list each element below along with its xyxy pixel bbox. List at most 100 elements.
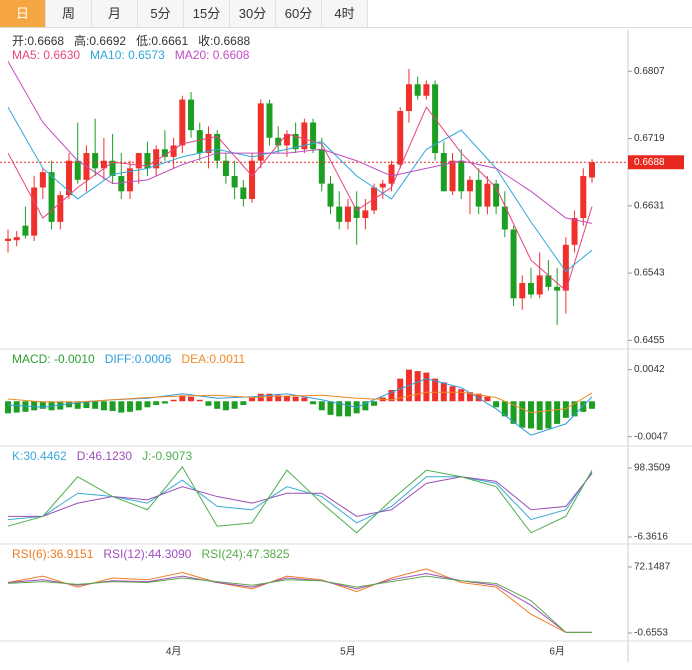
candle-body xyxy=(292,133,299,150)
candle-body xyxy=(231,176,238,188)
legend-label: RSI(6):36.9151 xyxy=(12,547,94,561)
legend-label: 高:0.6692 xyxy=(74,33,126,48)
legend-label: RSI(24):47.3825 xyxy=(201,547,289,561)
candle-body xyxy=(379,183,386,188)
macd-bar xyxy=(231,401,238,409)
macd-bar xyxy=(501,401,508,417)
macd-bar xyxy=(344,401,351,417)
macd-bar xyxy=(153,401,160,406)
macd-bar xyxy=(362,401,369,411)
macd-bar xyxy=(196,399,203,402)
candle-body xyxy=(249,160,256,199)
candle-body xyxy=(466,179,473,192)
y-tick-label: 72.1487 xyxy=(634,562,671,573)
macd-bar xyxy=(423,372,430,402)
macd-bar xyxy=(493,401,500,408)
legend-label: RSI(12):44.3090 xyxy=(103,547,191,561)
candle-body xyxy=(127,168,134,192)
candle-body xyxy=(66,160,73,196)
x-tick-label: 4月 xyxy=(166,646,182,658)
macd-bar xyxy=(179,395,186,402)
candle-body xyxy=(510,229,517,299)
macd-bar xyxy=(475,393,482,402)
candle-body xyxy=(336,206,343,222)
macd-bar xyxy=(31,401,38,411)
legend-label: 低:0.6661 xyxy=(136,34,188,48)
y-tick-label: -0.6553 xyxy=(634,628,668,639)
period-tab[interactable]: 月 xyxy=(92,0,138,27)
macd-bar xyxy=(74,401,81,409)
macd-bar xyxy=(170,399,177,402)
macd-bar xyxy=(188,396,195,402)
legend-label: MACD: -0.0010 xyxy=(12,352,95,366)
candle-body xyxy=(13,237,20,241)
candle-body xyxy=(310,122,317,150)
macd-bar xyxy=(554,401,561,424)
period-tab[interactable]: 日 xyxy=(0,0,46,27)
macd-bar xyxy=(283,395,290,402)
indicator-line xyxy=(7,572,592,633)
candle-body xyxy=(48,172,55,222)
candle-body xyxy=(5,238,11,241)
period-tab[interactable]: 30分 xyxy=(230,0,276,27)
macd-bar xyxy=(127,401,134,412)
candle-body xyxy=(484,183,491,207)
period-tab[interactable]: 15分 xyxy=(184,0,230,27)
candle-body xyxy=(388,164,395,184)
candle-body xyxy=(74,160,81,180)
macd-bar xyxy=(414,371,421,402)
candle-body xyxy=(397,111,404,165)
candle-body xyxy=(144,153,151,169)
candle-body xyxy=(519,283,526,299)
indicator-line xyxy=(7,106,593,273)
macd-bar xyxy=(205,401,212,406)
candle-body xyxy=(196,130,203,154)
candle-body xyxy=(318,149,325,184)
legend-label: 收:0.6688 xyxy=(198,34,250,48)
candle-body xyxy=(423,84,430,96)
macd-bar xyxy=(527,401,534,429)
candle-body xyxy=(188,99,195,131)
candle-body xyxy=(414,84,421,96)
macd-bar xyxy=(301,397,308,402)
candle-body xyxy=(344,206,351,222)
legend-label: DIFF:0.0006 xyxy=(105,352,172,366)
indicator-line xyxy=(7,575,592,633)
macd-bar xyxy=(562,401,569,418)
candle-body xyxy=(179,99,186,146)
y-tick-label: 0.6543 xyxy=(634,268,665,279)
legend-label: MA10: 0.6573 xyxy=(90,48,165,62)
indicator-line xyxy=(7,391,593,414)
legend-label: D:46.1230 xyxy=(77,449,133,463)
candle-body xyxy=(22,225,29,236)
macd-bar xyxy=(83,401,90,409)
macd-bar xyxy=(222,401,229,411)
candle-body xyxy=(554,286,561,291)
macd-bar xyxy=(397,378,404,402)
macd-bar xyxy=(39,401,46,409)
macd-bar xyxy=(580,401,587,412)
macd-bar xyxy=(100,401,107,411)
period-tab[interactable]: 60分 xyxy=(276,0,322,27)
candle-body xyxy=(501,206,508,230)
candle-body xyxy=(301,122,308,150)
candle-body xyxy=(536,275,543,295)
candle-body xyxy=(153,149,160,169)
macd-bar xyxy=(484,396,491,402)
last-price-label: 0.6688 xyxy=(634,157,665,168)
period-tab[interactable]: 5分 xyxy=(138,0,184,27)
candle-body xyxy=(440,153,447,192)
candle-body xyxy=(458,160,465,192)
legend-label: DEA:0.0011 xyxy=(181,352,245,366)
macd-bar xyxy=(458,389,465,402)
macd-bar xyxy=(240,401,247,406)
y-tick-label: -6.3616 xyxy=(634,532,668,543)
period-tab[interactable]: 4时 xyxy=(322,0,368,27)
legend-label: MA20: 0.6608 xyxy=(175,48,250,62)
macd-bar xyxy=(214,401,221,409)
period-tab[interactable]: 周 xyxy=(46,0,92,27)
macd-bar xyxy=(275,395,282,402)
legend-label: 开:0.6668 xyxy=(12,34,64,48)
